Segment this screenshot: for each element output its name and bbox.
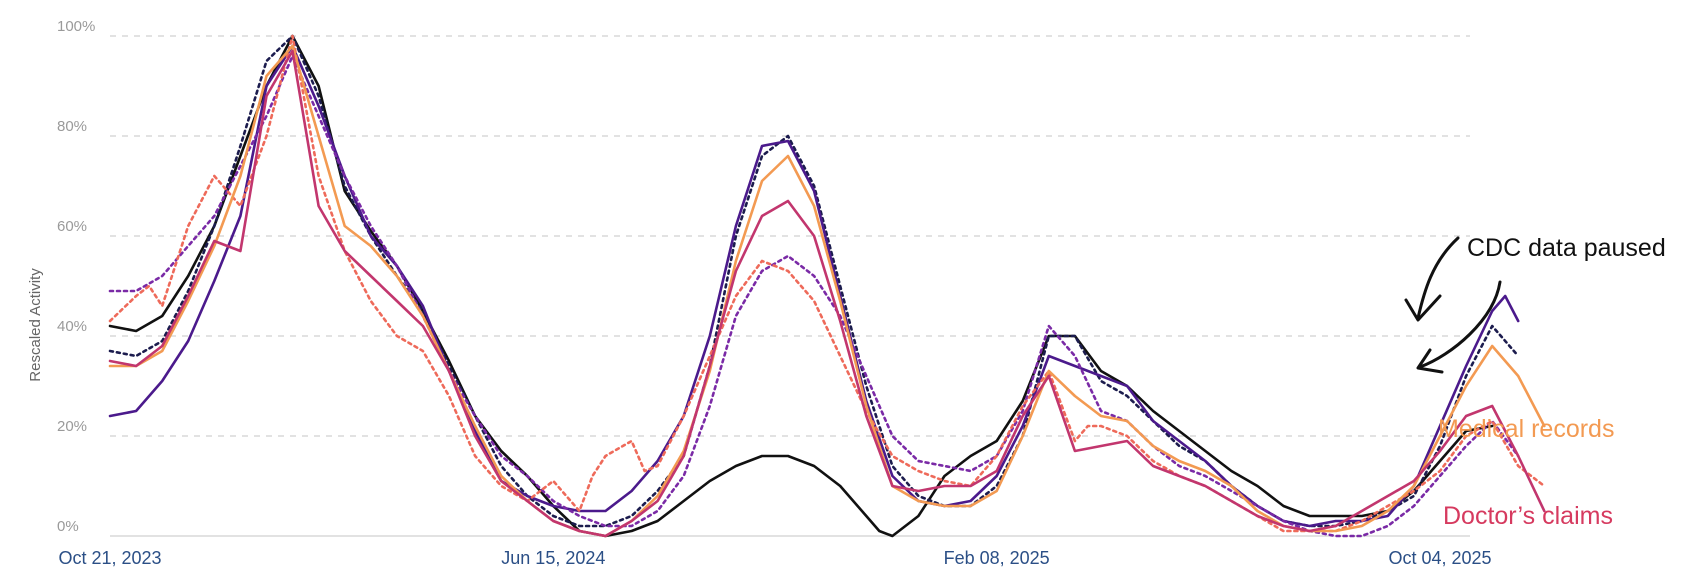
x-axis-ticks: Oct 21, 2023 Jun 15, 2024 Feb 08, 2025 Oct … [58,548,1491,568]
y-tick-label: 40% [57,318,87,335]
cdc-paused-arrows [1404,236,1502,374]
arrow-upper [1416,236,1460,320]
series-layer [108,34,1546,538]
x-tick-label: Jun 15, 2024 [501,548,605,568]
series-line-0 [108,34,1494,538]
y-tick-label: 80% [57,118,87,135]
grid-layer [110,35,1470,537]
series-line-2 [108,44,1520,528]
y-tick-label: 100% [57,18,95,35]
arrow-lower [1418,280,1502,369]
annotation-doctors-claims: Doctor’s claims [1443,502,1613,530]
y-axis-ticks: 0% 20% 40% 60% 80% 100% [57,18,95,535]
y-tick-label: 60% [57,218,87,235]
y-tick-label: 0% [57,518,79,535]
y-tick-label: 20% [57,418,87,435]
y-axis-label: Rescaled Activity [27,268,44,382]
annotation-cdc-data-paused: CDC data paused [1467,234,1666,262]
x-tick-label: Oct 21, 2023 [58,548,161,568]
x-tick-label: Oct 04, 2025 [1388,548,1491,568]
annotation-medical-records: Medical records [1438,415,1614,443]
series-line-4 [108,34,1546,533]
series-line-6 [108,49,1546,538]
arrowhead-upper [1404,294,1442,322]
series-line-3 [108,54,1520,538]
arrowhead-lower [1416,348,1444,374]
x-tick-label: Feb 08, 2025 [944,548,1050,568]
